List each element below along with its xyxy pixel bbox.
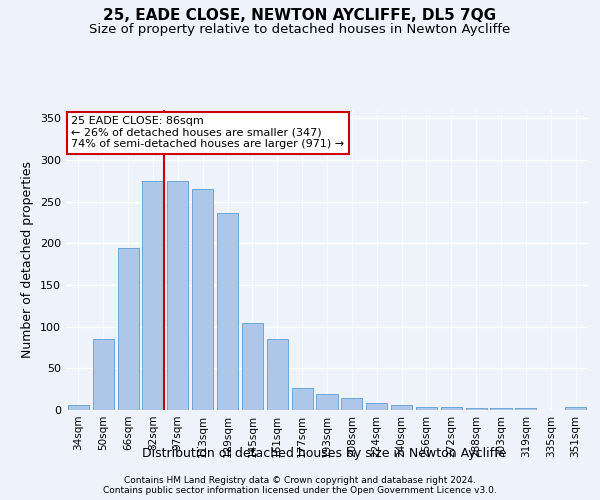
- Bar: [341, 398, 362, 410]
- Bar: [316, 394, 338, 410]
- Bar: [490, 408, 512, 410]
- Bar: [68, 405, 89, 410]
- Bar: [441, 406, 462, 410]
- Bar: [565, 406, 586, 410]
- Bar: [192, 189, 213, 410]
- Bar: [142, 181, 164, 410]
- Bar: [267, 339, 288, 410]
- Bar: [217, 214, 238, 410]
- Text: Contains HM Land Registry data © Crown copyright and database right 2024.: Contains HM Land Registry data © Crown c…: [124, 476, 476, 485]
- Bar: [366, 404, 387, 410]
- Bar: [391, 405, 412, 410]
- Bar: [167, 181, 188, 410]
- Bar: [93, 339, 114, 410]
- Text: Size of property relative to detached houses in Newton Aycliffe: Size of property relative to detached ho…: [89, 22, 511, 36]
- Bar: [292, 388, 313, 410]
- Text: Contains public sector information licensed under the Open Government Licence v3: Contains public sector information licen…: [103, 486, 497, 495]
- Bar: [466, 408, 487, 410]
- Text: Distribution of detached houses by size in Newton Aycliffe: Distribution of detached houses by size …: [142, 448, 506, 460]
- Text: 25, EADE CLOSE, NEWTON AYCLIFFE, DL5 7QG: 25, EADE CLOSE, NEWTON AYCLIFFE, DL5 7QG: [103, 8, 497, 22]
- Bar: [118, 248, 139, 410]
- Bar: [416, 406, 437, 410]
- Text: 25 EADE CLOSE: 86sqm
← 26% of detached houses are smaller (347)
74% of semi-deta: 25 EADE CLOSE: 86sqm ← 26% of detached h…: [71, 116, 344, 149]
- Bar: [515, 408, 536, 410]
- Bar: [242, 322, 263, 410]
- Y-axis label: Number of detached properties: Number of detached properties: [22, 162, 34, 358]
